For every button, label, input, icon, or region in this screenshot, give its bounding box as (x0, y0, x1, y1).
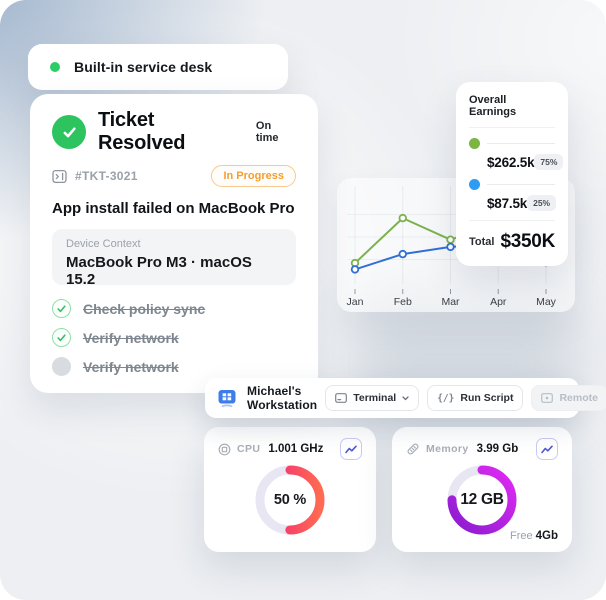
checklist-item-label: Check policy sync (83, 300, 206, 317)
cpu-donut-chart (255, 465, 325, 535)
cpu-trend-button[interactable] (340, 438, 362, 460)
earnings-row: $262.5k 75% (469, 138, 564, 170)
divider (469, 220, 555, 221)
memory-trend-button[interactable] (536, 438, 558, 460)
overall-earnings-card: Overall Earnings $262.5k 75% $87.5k 25% (456, 82, 568, 266)
terminal-icon (335, 393, 348, 403)
terminal-panel-icon (52, 169, 67, 183)
divider (469, 127, 555, 128)
terminal-button[interactable]: Terminal (325, 385, 420, 411)
workstation-monitor-icon (217, 389, 237, 408)
checkbox-circle-icon[interactable] (52, 328, 71, 347)
device-context-box: Device Context MacBook Pro M3 · macOS 15… (52, 229, 296, 288)
memory-free-label: Free 4Gb (510, 530, 558, 542)
status-badge: In Progress (211, 165, 296, 187)
chevron-down-icon (402, 395, 409, 400)
svg-text:Jan: Jan (347, 296, 364, 308)
checkbox-circle-icon[interactable] (52, 299, 71, 318)
earnings-value: $87.5k (487, 195, 528, 211)
feature-pill-label: Built-in service desk (74, 59, 213, 75)
memory-used-label: 12 GB (460, 491, 504, 508)
earnings-percent-badge: 75% (534, 154, 564, 170)
workstation-toolbar: Michael's Workstation Terminal {/} Run S… (205, 378, 606, 418)
green-dot-icon (50, 62, 60, 72)
earnings-row: $87.5k 25% (469, 179, 557, 211)
remote-button-label: Remote (559, 392, 598, 404)
device-context-value: MacBook Pro M3 · macOS 15.2 (66, 254, 252, 288)
remote-button[interactable]: Remote (531, 385, 606, 411)
cpu-card: CPU 1.001 GHz 50 % (204, 427, 376, 552)
blue-series-dot-icon (469, 179, 480, 190)
cpu-percent-label: 50 % (273, 492, 307, 508)
checklist-item-label: Verify network (83, 358, 179, 375)
total-label: Total (469, 236, 495, 248)
checklist-item-label: Verify network (83, 329, 179, 346)
run-script-button-label: Run Script (460, 392, 514, 404)
memory-stick-icon (407, 443, 419, 455)
trend-line-icon (345, 445, 357, 453)
screen-share-icon (541, 393, 554, 403)
checklist-item[interactable]: Verify network (52, 328, 296, 347)
svg-text:Apr: Apr (490, 296, 507, 308)
earnings-title: Overall Earnings (469, 94, 517, 118)
svg-text:May: May (536, 296, 557, 308)
memory-donut-chart (447, 465, 517, 535)
memory-card: Memory 3.99 Gb 12 GB Free 4Gb (392, 427, 572, 552)
cpu-label: CPU (237, 443, 261, 455)
earnings-value: $262.5k (487, 154, 535, 170)
svg-text:Feb: Feb (394, 296, 412, 308)
ticket-id: #TKT-3021 (75, 169, 138, 183)
device-context-label: Device Context (66, 238, 141, 250)
feature-pill: Built-in service desk (28, 44, 288, 90)
ticket-card-title: Ticket Resolved (98, 109, 186, 154)
code-braces-icon: {/} (437, 392, 455, 404)
on-time-label: On time (255, 120, 279, 144)
ticket-card: Ticket Resolved On time #TKT-3021 In Pro… (30, 94, 318, 393)
earnings-percent-badge: 25% (527, 195, 557, 211)
terminal-button-label: Terminal (353, 392, 397, 404)
issue-title: App install failed on MacBook Pro (52, 200, 295, 217)
svg-text:Mar: Mar (441, 296, 460, 308)
divider (487, 184, 555, 185)
memory-label: Memory (426, 443, 469, 455)
cpu-value: 1.001 GHz (268, 443, 324, 455)
check-circle-icon (52, 115, 86, 149)
total-value: $350K (500, 231, 556, 252)
green-series-dot-icon (469, 138, 480, 149)
divider (487, 143, 555, 144)
checklist-item[interactable]: Verify network (52, 357, 296, 376)
trend-line-icon (541, 445, 553, 453)
workstation-title: Michael's Workstation (247, 384, 318, 412)
cpu-chip-icon (218, 443, 231, 455)
checklist-item[interactable]: Check policy sync (52, 299, 296, 318)
checklist: Check policy sync Verify network Verify … (52, 299, 296, 376)
run-script-button[interactable]: {/} Run Script (427, 385, 524, 411)
memory-value: 3.99 Gb (476, 443, 519, 455)
checkbox-circle-icon[interactable] (52, 357, 71, 376)
